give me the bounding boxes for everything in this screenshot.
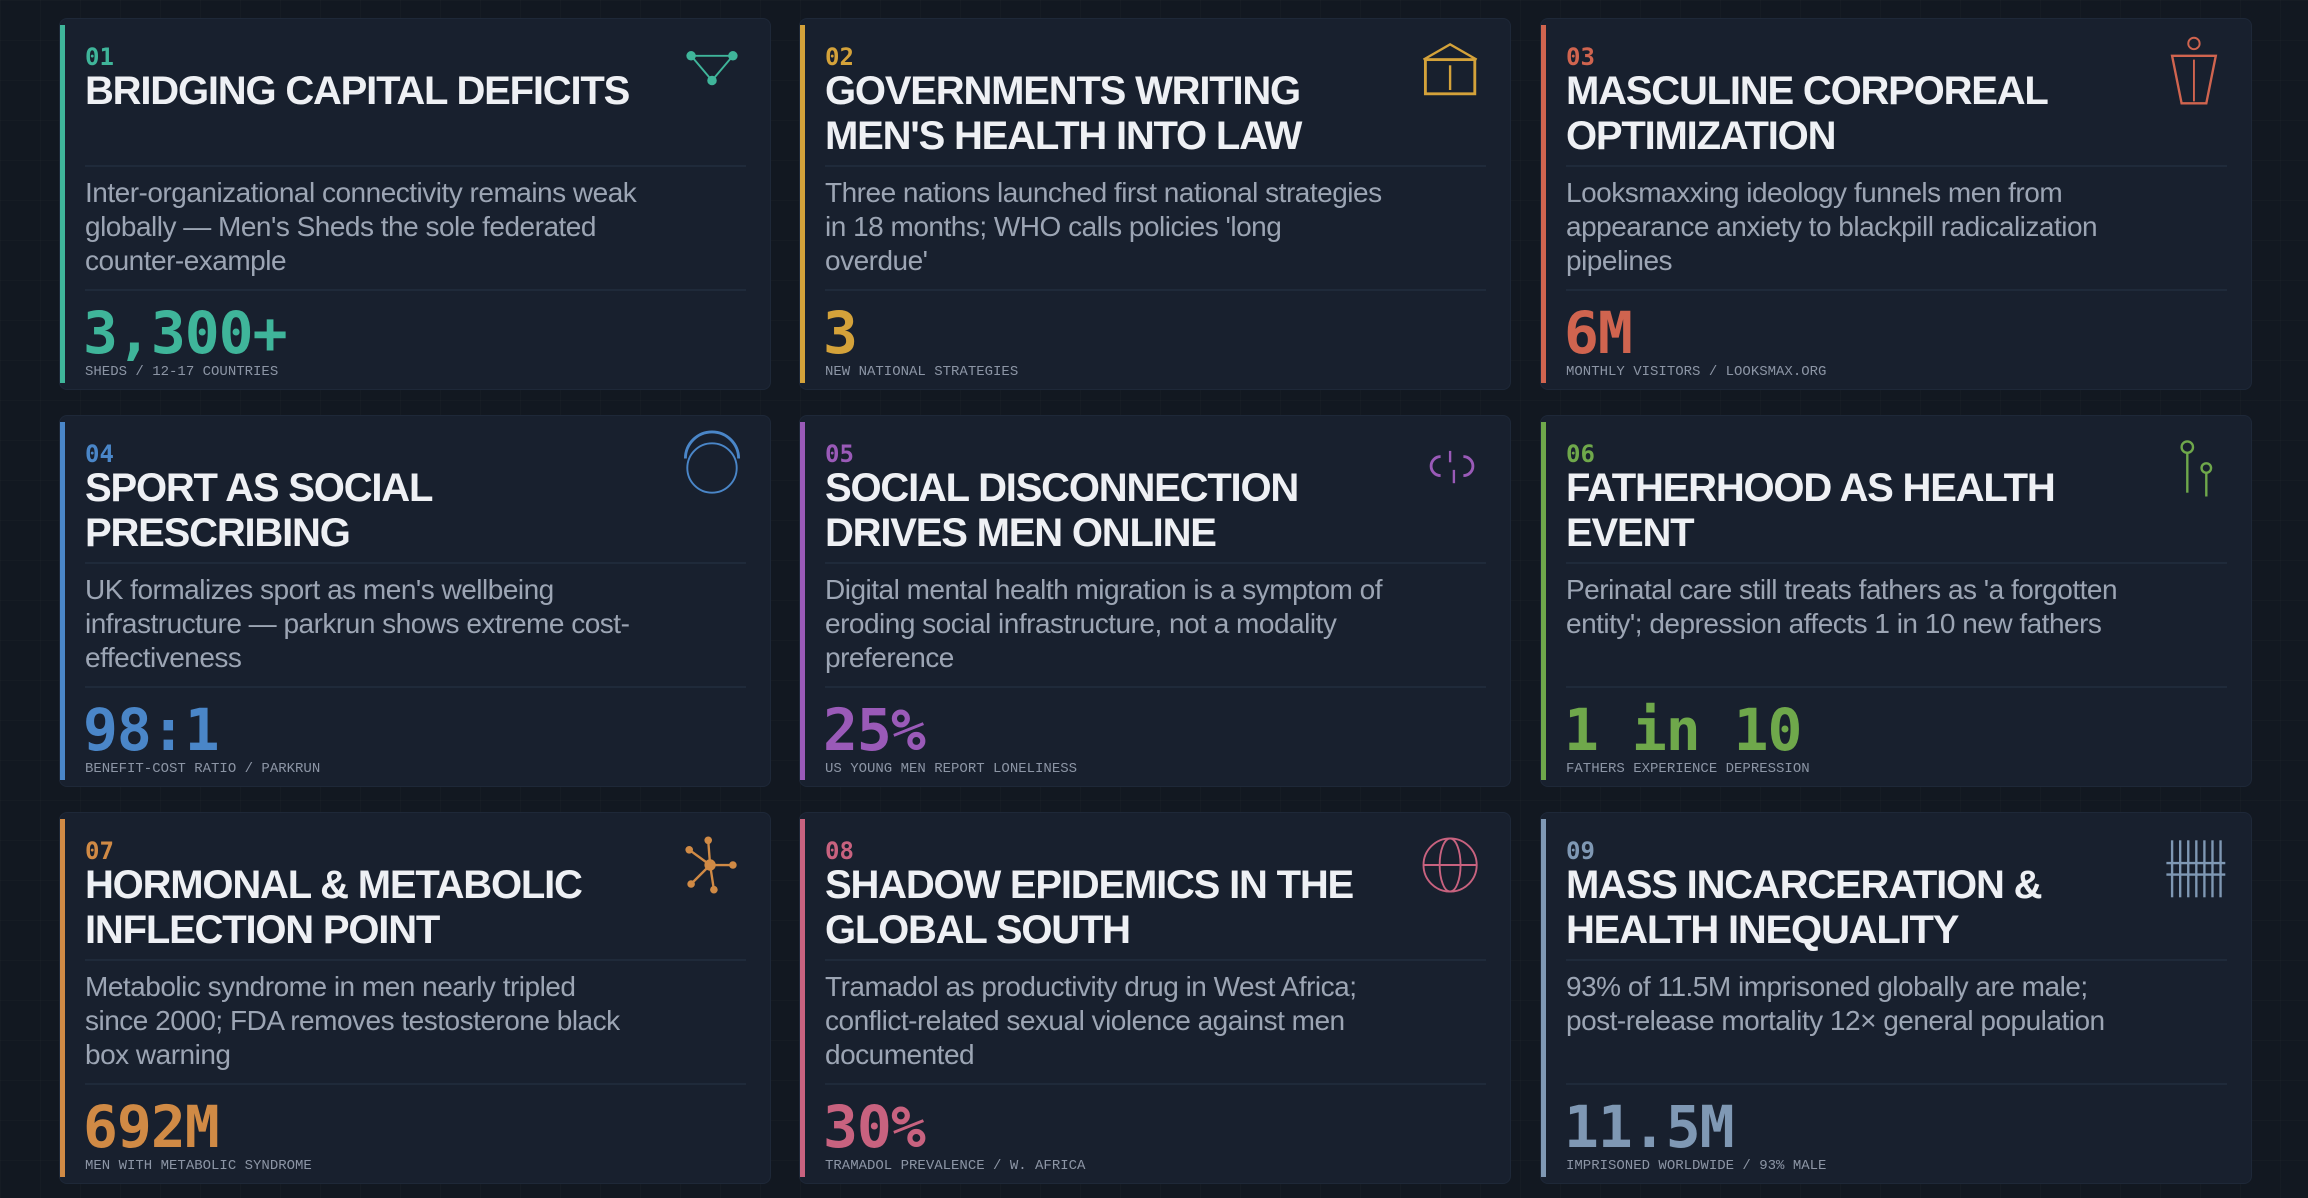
card-title: FATHERHOOD AS HEALTH EVENT [1566,466,2056,555]
divider [825,562,1486,564]
card-description: Metabolic syndrome in men nearly tripled… [85,971,620,1070]
divider [1566,165,2227,167]
insight-card[interactable]: 09 MASS INCARCERATION & HEALTH INEQUALIT… [1540,812,2252,1184]
card-number: 04 [85,440,114,468]
card-stat: 25% [823,696,926,764]
insight-card[interactable]: 01 BRIDGING CAPITAL DEFICITS Inter-organ… [59,18,771,390]
accent-bar [800,25,805,383]
insight-card[interactable]: 04 SPORT AS SOCIAL PRESCRIBING UK formal… [59,415,771,787]
card-title: HORMONAL & METABOLIC INFLECTION POINT [85,863,583,952]
card-number: 09 [1566,837,1595,865]
divider [1566,686,2227,688]
divider [1566,289,2227,291]
card-stat: 30% [823,1093,926,1161]
card-number: 05 [825,440,854,468]
insight-card[interactable]: 03 MASCULINE CORPOREAL OPTIMIZATION Look… [1540,18,2252,390]
card-stat-label: TRAMADOL PREVALENCE / W. AFRICA [825,1158,1086,1174]
divider [85,959,746,961]
card-title: GOVERNMENTS WRITING MEN'S HEALTH INTO LA… [825,69,1302,158]
prison-bars-icon [2166,840,2226,898]
card-stat-label: NEW NATIONAL STRATEGIES [825,364,1019,380]
card-number: 02 [825,43,854,71]
divider [85,165,746,167]
card-stat-label: SHEDS / 12-17 COUNTRIES [85,364,279,380]
card-stat-label: US YOUNG MEN REPORT LONELINESS [825,761,1078,777]
card-title: MASCULINE CORPOREAL OPTIMIZATION [1566,69,2048,158]
broken-link-icon [1429,450,1475,484]
card-stat: 98:1 [83,696,220,764]
card-stat-label: IMPRISONED WORLDWIDE / 93% MALE [1566,1158,1827,1174]
card-stat-label: MEN WITH METABOLIC SYNDROME [85,1158,312,1174]
card-number: 01 [85,43,114,71]
card-stat: 3,300+ [83,299,288,367]
card-stat: 6M [1564,299,1633,367]
insight-card[interactable]: 08 SHADOW EPIDEMICS IN THE GLOBAL SOUTH … [799,812,1511,1184]
torso-figure-icon [2170,36,2218,105]
accent-bar [1541,422,1546,780]
card-description: Looksmaxxing ideology funnels men from a… [1566,177,2098,276]
divider [1566,562,2227,564]
accent-bar [800,819,805,1177]
card-title: SOCIAL DISCONNECTION DRIVES MEN ONLINE [825,466,1299,555]
card-description: UK formalizes sport as men's wellbeing i… [85,574,630,673]
card-description: Three nations launched first national st… [825,177,1382,276]
card-stat-label: MONTHLY VISITORS / LOOKSMAX.ORG [1566,364,1827,380]
card-stat: 1 in 10 [1564,696,1802,764]
card-number: 06 [1566,440,1595,468]
network-triangle-icon [686,51,738,86]
card-stat: 11.5M [1564,1093,1735,1161]
molecule-icon [685,836,737,894]
accent-bar [800,422,805,780]
ring-arc-icon [683,430,741,494]
divider [825,686,1486,688]
accent-bar [60,819,65,1177]
globe-icon [1422,837,1478,893]
card-stat-label: FATHERS EXPERIENCE DEPRESSION [1566,761,1810,777]
card-number: 07 [85,837,114,865]
card-description: Inter-organizational connectivity remain… [85,177,637,276]
father-child-pins-icon [2180,440,2213,497]
accent-bar [1541,819,1546,1177]
divider [825,289,1486,291]
accent-bar [60,422,65,780]
divider [85,686,746,688]
insight-card[interactable]: 06 FATHERHOOD AS HEALTH EVENT Perinatal … [1540,415,2252,787]
card-description: Digital mental health migration is a sym… [825,574,1382,673]
divider [1566,959,2227,961]
accent-bar [1541,25,1546,383]
insight-card[interactable]: 02 GOVERNMENTS WRITING MEN'S HEALTH INTO… [799,18,1511,390]
accent-bar [60,25,65,383]
divider [85,562,746,564]
card-stat: 692M [83,1093,220,1161]
divider [1566,1083,2227,1085]
card-title: MASS INCARCERATION & HEALTH INEQUALITY [1566,863,2042,952]
card-number: 08 [825,837,854,865]
building-icon [1422,43,1478,96]
divider [825,959,1486,961]
card-number: 03 [1566,43,1595,71]
card-stat-label: BENEFIT-COST RATIO / PARKRUN [85,761,321,777]
divider [825,1083,1486,1085]
divider [85,1083,746,1085]
card-description: Tramadol as productivity drug in West Af… [825,971,1357,1070]
card-description: Perinatal care still treats fathers as '… [1566,574,2118,639]
insight-card[interactable]: 05 SOCIAL DISCONNECTION DRIVES MEN ONLIN… [799,415,1511,787]
card-title: SHADOW EPIDEMICS IN THE GLOBAL SOUTH [825,863,1354,952]
card-description: 93% of 11.5M imprisoned globally are mal… [1566,971,2105,1036]
card-title: SPORT AS SOCIAL PRESCRIBING [85,466,433,555]
insight-card[interactable]: 07 HORMONAL & METABOLIC INFLECTION POINT… [59,812,771,1184]
card-title: BRIDGING CAPITAL DEFICITS [85,69,630,113]
card-stat: 3 [823,299,858,367]
divider [825,165,1486,167]
divider [85,289,746,291]
